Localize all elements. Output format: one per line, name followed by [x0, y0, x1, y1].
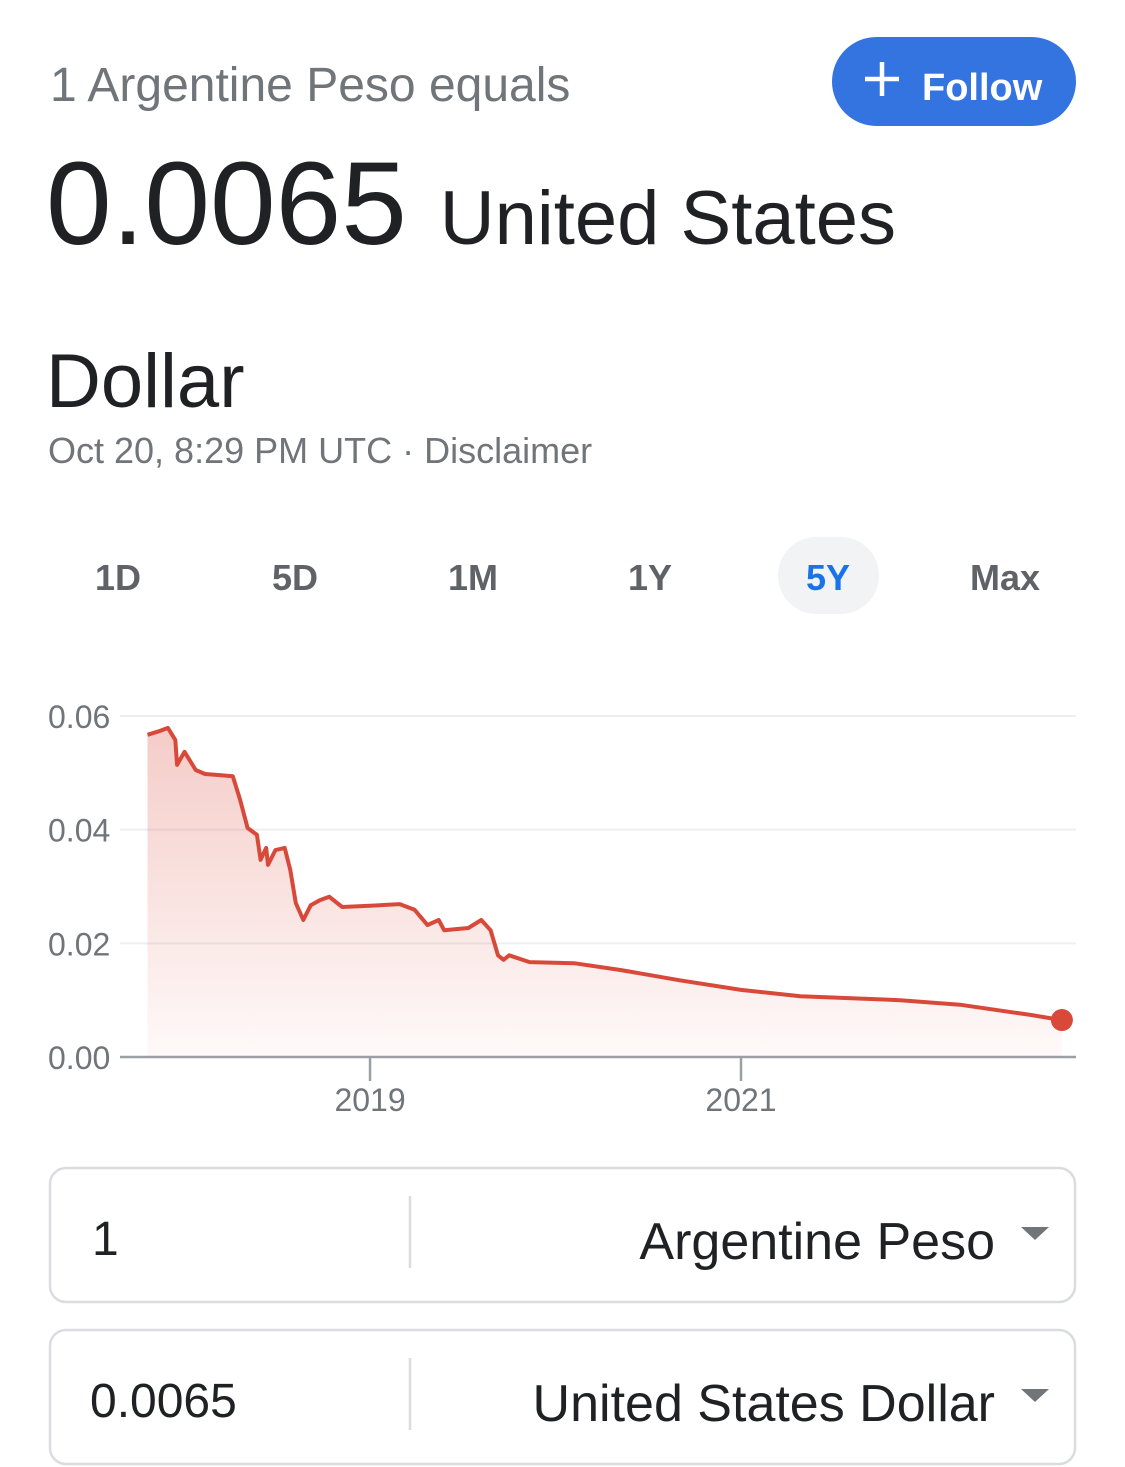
converter-box	[48, 1166, 1077, 1304]
range-tab[interactable]: 5D	[272, 557, 318, 598]
range-tab[interactable]: 1M	[448, 557, 498, 598]
separator: ·	[402, 430, 414, 471]
rate-currency: United States Dollar	[46, 176, 896, 424]
header-title: 1 Argentine Peso equals	[50, 59, 570, 112]
chart: 0.00 0.02 0.04 0.06 2019 2021	[48, 699, 1076, 1118]
amount-input[interactable]: 0.0065	[90, 1375, 237, 1428]
currency-select[interactable]: Argentine Peso	[639, 1213, 995, 1271]
range-tab[interactable]: 5Y	[806, 557, 850, 598]
dropdown-arrow[interactable]	[1021, 1389, 1049, 1402]
range-tab[interactable]: 1D	[95, 557, 141, 598]
x-tick-label: 2021	[705, 1082, 776, 1118]
timestamp: Oct 20, 8:29 PM UTC	[48, 430, 392, 471]
range-tab[interactable]: Max	[970, 557, 1040, 598]
converter-to: 0.0065 United States Dollar	[48, 1328, 1077, 1466]
follow-label: Follow	[922, 67, 1043, 109]
currency-select[interactable]: United States Dollar	[533, 1375, 995, 1433]
rate-value: 0.0065	[46, 138, 407, 270]
converter-box	[48, 1328, 1077, 1466]
disclaimer-link[interactable]: Disclaimer	[424, 430, 592, 471]
y-tick-label: 0.06	[48, 699, 110, 735]
x-tick-label: 2019	[334, 1082, 405, 1118]
range-tabs: 1D 5D 1M 1Y 5Y Max	[95, 537, 1040, 614]
y-tick-label: 0.04	[48, 813, 110, 849]
y-tick-label: 0.00	[48, 1040, 110, 1076]
amount-input[interactable]: 1	[92, 1213, 119, 1266]
follow-button-bg	[832, 37, 1076, 126]
end-marker	[1050, 1009, 1073, 1032]
follow-button[interactable]: Follow	[832, 37, 1076, 126]
range-tab[interactable]: 1Y	[628, 557, 672, 598]
line	[146, 725, 1063, 1023]
rate-block: 0.0065 United States Dollar	[46, 130, 1006, 456]
converter-from: 1 Argentine Peso	[48, 1166, 1077, 1304]
area	[147, 727, 1062, 1057]
timestamp-line: Oct 20, 8:29 PM UTC · Disclaimer	[48, 430, 592, 471]
dropdown-arrow[interactable]	[1021, 1227, 1049, 1240]
tab-highlight	[778, 537, 879, 614]
y-tick-label: 0.02	[48, 926, 110, 962]
